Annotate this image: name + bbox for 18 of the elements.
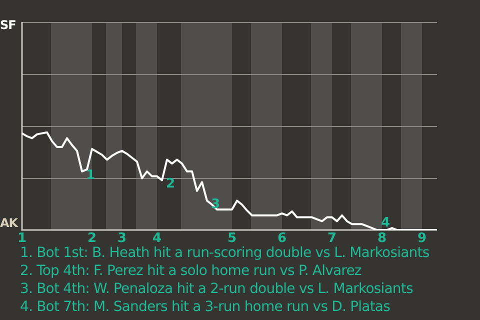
x-tick-label: 4: [152, 231, 162, 246]
text: 2: [166, 176, 176, 192]
text: AK: [0, 216, 18, 230]
x-tick-label: 2: [87, 231, 97, 246]
text: 4: [381, 215, 390, 230]
text: 3. Bot 4th: W. Penaloza hit a 2-run double vs L. Markosiants: [20, 280, 414, 298]
x-tick-label: 5: [227, 231, 237, 246]
x-tick-label: 9: [417, 231, 427, 246]
text: 1: [86, 168, 96, 183]
x-tick-label: 1: [17, 231, 27, 246]
x-tick-label: 7: [327, 231, 337, 246]
text: 4. Bot 7th: M. Sanders hit a 3-run home run vs D. Platas: [20, 298, 391, 316]
x-tick-label: 3: [117, 231, 127, 246]
text: SF: [0, 18, 16, 32]
text: 1. Bot 1st: B. Heath hit a run-scoring double vs L. Markosiants: [20, 244, 430, 262]
x-tick-label: 6: [277, 231, 287, 246]
text: 2. Top 4th: F. Perez hit a solo home run vs P. Alvarez: [20, 262, 362, 280]
x-tick-label: 8: [377, 231, 387, 246]
